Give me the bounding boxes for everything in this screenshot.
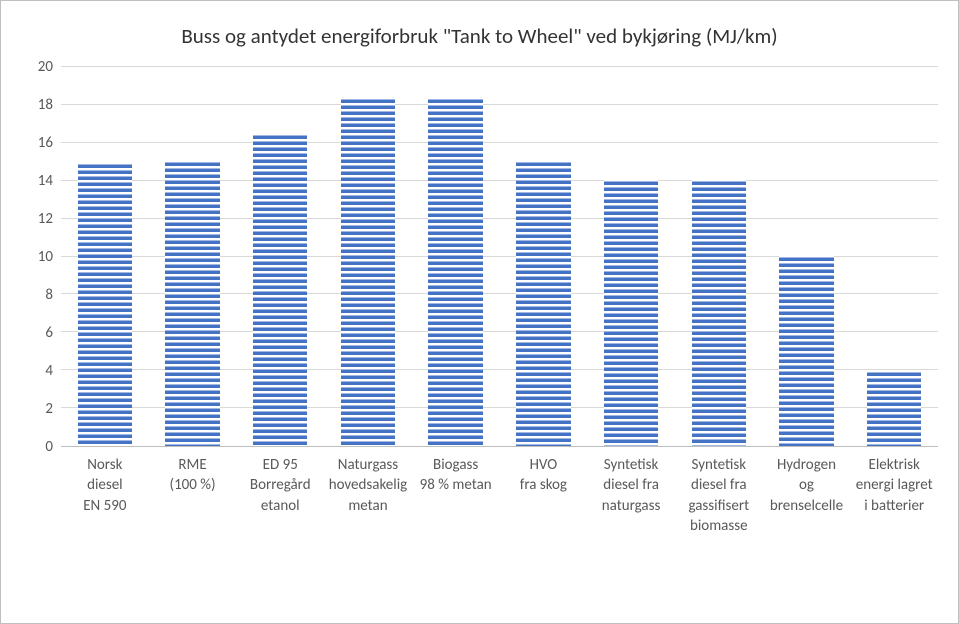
bars-row (61, 67, 938, 446)
x-tick-label: Syntetisk diesel fra gassifisert biomass… (675, 455, 763, 536)
bar-slot (587, 67, 675, 446)
bar (253, 133, 307, 446)
plot-area (61, 67, 938, 447)
bar-slot (149, 67, 237, 446)
x-tick-label: Norsk diesel EN 590 (61, 455, 149, 536)
x-tick-label: Syntetisk diesel fra naturgass (587, 455, 675, 536)
x-tick-label: HVO fra skog (500, 455, 588, 536)
y-tick-label: 4 (45, 362, 53, 380)
bar-slot (500, 67, 588, 446)
y-tick-label: 16 (38, 134, 53, 152)
bar (692, 179, 746, 446)
bar (78, 162, 132, 446)
y-tick-label: 20 (38, 58, 53, 76)
y-tick-label: 2 (45, 400, 53, 418)
y-tick-label: 18 (38, 96, 53, 114)
bar-slot (324, 67, 412, 446)
x-tick-label: Hydrogen og brenselcelle (763, 455, 851, 536)
bar-slot (850, 67, 938, 446)
bar-slot (763, 67, 851, 446)
y-tick-label: 6 (45, 324, 53, 342)
y-tick-label: 0 (45, 438, 53, 456)
y-tick-label: 14 (38, 172, 53, 190)
bar-slot (236, 67, 324, 446)
y-axis: 02468101214161820 (21, 67, 61, 447)
bar (341, 97, 395, 446)
plot-wrapper: 02468101214161820 (21, 67, 938, 447)
x-tick-label: Elektrisk energi lagret i batterier (850, 455, 938, 536)
x-tick-label: Biogass 98 % metan (412, 455, 500, 536)
bar (165, 160, 219, 446)
y-tick-label: 12 (38, 210, 53, 228)
bar (428, 97, 482, 446)
bar (516, 160, 570, 446)
y-tick-label: 10 (38, 248, 53, 266)
bar (779, 255, 833, 446)
bar (604, 179, 658, 446)
bar-slot (61, 67, 149, 446)
chart-title: Buss og antydet energiforbruk "Tank to W… (21, 23, 938, 49)
x-tick-label: Naturgass hovedsakelig metan (324, 455, 412, 536)
x-axis-labels: Norsk diesel EN 590RME (100 %)ED 95 Borr… (61, 455, 938, 536)
bar (867, 370, 921, 446)
chart-container: Buss og antydet energiforbruk "Tank to W… (0, 0, 959, 624)
y-tick-label: 8 (45, 286, 53, 304)
x-tick-label: RME (100 %) (149, 455, 237, 536)
bar-slot (675, 67, 763, 446)
x-tick-label: ED 95 Borregård etanol (236, 455, 324, 536)
bar-slot (412, 67, 500, 446)
